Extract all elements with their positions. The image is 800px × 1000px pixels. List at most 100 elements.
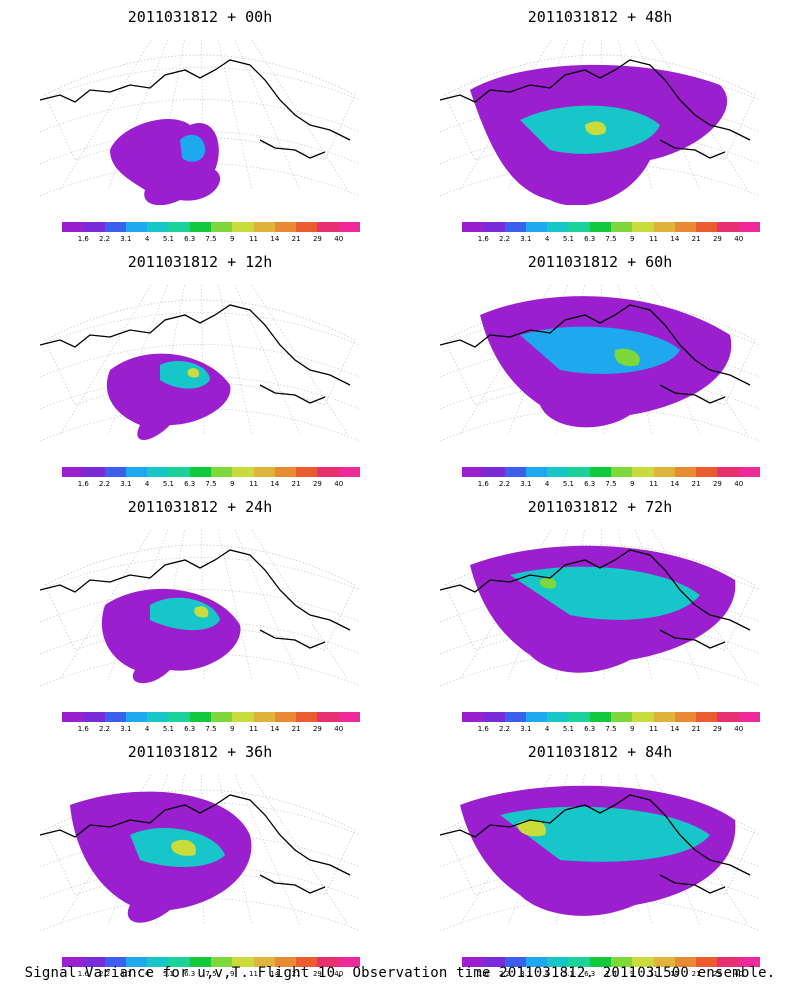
colorbar-label: 6.3 [584, 725, 596, 733]
colorbar-swatch [632, 712, 654, 722]
colorbar-label: 1.6 [477, 970, 489, 978]
colorbar-label: 9 [230, 235, 235, 243]
colorbar-swatch [62, 957, 84, 967]
panel-title: 2011031812 + 24h [127, 498, 273, 516]
colorbar-swatch [462, 712, 484, 722]
colorbar-swatch [610, 222, 633, 232]
colorbar-label: 29 [312, 235, 322, 243]
colorbar-swatch [696, 222, 718, 232]
panel-title: 2011031812 + 00h [127, 8, 273, 26]
colorbar-swatch [674, 957, 697, 967]
colorbar-label: 2.2 [98, 725, 111, 733]
colorbar-label: 7.5 [205, 480, 217, 488]
colorbar-label: 5.1 [562, 970, 574, 978]
colorbar-label: 14 [670, 725, 680, 733]
colorbar-swatch [317, 712, 339, 722]
colorbar-label: 1.6 [77, 235, 89, 243]
forecast-panel: 2011031812 + 72h 1.6 2.2 3.1 4 5.1 6.3 7.5 9 11 14… [400, 490, 800, 735]
map-meridian [201, 39, 205, 191]
colorbar-label: 40 [734, 235, 744, 243]
colorbar-swatch [653, 957, 675, 967]
map-meridian [234, 529, 301, 681]
panel-title: 2011031812 + 72h [527, 498, 673, 516]
colorbar-label: 40 [334, 235, 344, 243]
colorbar-label: 14 [270, 480, 280, 488]
variance-region [517, 819, 546, 837]
colorbar-swatch [338, 467, 360, 477]
colorbar-swatch [717, 712, 739, 722]
colorbar-label: 9 [230, 970, 235, 978]
colorbar-labels: 1.6 2.2 3.1 4 5.1 6.3 7.5 9 11 14 21 29 40 [55, 480, 365, 490]
colorbar-label: 9 [230, 480, 235, 488]
map-parallel [39, 621, 361, 655]
variance-map [439, 774, 761, 932]
colorbar-swatch [189, 957, 211, 967]
map-meridian [201, 284, 205, 436]
colorbar-swatch [274, 957, 297, 967]
map-meridian [251, 774, 349, 926]
colorbar-swatch [483, 712, 505, 722]
variance-region [614, 348, 640, 367]
colorbar-label: 5.1 [562, 235, 574, 243]
colorbar-swatch [296, 467, 318, 477]
colorbar-swatch [504, 712, 526, 722]
map-meridian [107, 39, 169, 191]
colorbar-label: 21 [291, 480, 301, 488]
colorbar-swatch [125, 222, 148, 232]
colorbar-label: 7.5 [605, 235, 617, 243]
colorbar-label: 14 [270, 970, 280, 978]
colorbar-swatch [589, 222, 611, 232]
colorbar-label: 7.5 [605, 480, 617, 488]
map-parallel [39, 834, 361, 868]
colorbar-label: 29 [712, 235, 722, 243]
colorbar-swatch [317, 957, 339, 967]
map-parallel [39, 312, 361, 346]
colorbar-label: 1.6 [477, 480, 489, 488]
colorbar-label: 40 [734, 480, 744, 488]
colorbar-label: 40 [734, 970, 744, 978]
variance-region [194, 606, 209, 618]
map-parallel [39, 408, 361, 442]
map-parallel [439, 408, 761, 442]
colorbar-label: 11 [249, 725, 259, 733]
colorbar-label: 5.1 [162, 235, 174, 243]
variance-map [439, 39, 761, 205]
colorbar-swatch [168, 712, 190, 722]
colorbar-label: 29 [712, 725, 722, 733]
colorbar-swatch [483, 222, 505, 232]
colorbar-swatch [589, 712, 611, 722]
coastline [259, 139, 326, 159]
colorbar-swatch [253, 222, 275, 232]
colorbar-swatch [253, 712, 275, 722]
colorbar-label: 6.3 [584, 970, 596, 978]
variance-map [39, 284, 361, 442]
colorbar-label: 2.2 [98, 235, 111, 243]
colorbar [462, 222, 760, 232]
colorbar-label: 5.1 [162, 480, 174, 488]
colorbar-label: 1.6 [77, 970, 89, 978]
map-parallel [39, 67, 361, 101]
map-parallel [439, 376, 761, 410]
map-parallel [39, 344, 361, 378]
colorbar-swatch [738, 957, 760, 967]
colorbar-label: 3.1 [120, 970, 132, 978]
panel-title: 2011031812 + 12h [127, 253, 273, 271]
colorbar-swatch [189, 712, 211, 722]
colorbar-swatch [125, 712, 148, 722]
colorbar-labels: 1.6 2.2 3.1 4 5.1 6.3 7.5 9 11 14 21 29 40 [55, 235, 365, 245]
colorbar-swatch [717, 222, 739, 232]
colorbar-label: 2.2 [98, 970, 111, 978]
colorbar-swatch [338, 712, 360, 722]
colorbar-swatch [462, 957, 484, 967]
colorbar-label: 4 [544, 235, 550, 243]
forecast-panel: 2011031812 + 24h 1.6 2.2 3.1 4 5.1 6.3 7.5 9 11 14… [0, 490, 400, 735]
colorbar-swatch [674, 222, 697, 232]
colorbar [62, 957, 360, 967]
colorbar-label: 5.1 [562, 480, 574, 488]
colorbar-swatch [189, 467, 211, 477]
coastline [39, 794, 351, 876]
colorbar-swatch [696, 957, 718, 967]
coastline [439, 59, 751, 141]
colorbar-label: 2.2 [98, 480, 111, 488]
colorbar-label: 4 [144, 235, 150, 243]
